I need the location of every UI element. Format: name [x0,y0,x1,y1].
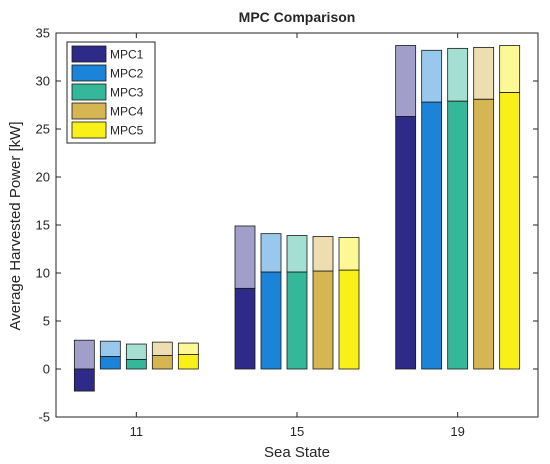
bar-solid-mpc5-11 [177,354,199,370]
bar-upper-mpc5-11 [177,342,199,355]
legend: MPC1 MPC2 MPC3 MPC4 MPC5 [66,41,156,144]
y-tick-label-30: 30 [36,74,50,89]
bar-solid-mpc3-15 [286,271,308,370]
x-tick-label-11: 11 [130,424,144,439]
bar-solid-mpc1-19 [395,116,417,370]
legend-swatch-mpc5 [71,121,107,139]
bars-layer [73,45,521,392]
y-axis-title: Average Harvested Power [kW] [7,122,24,331]
bar-upper-mpc4-19 [473,47,495,100]
chart-title: MPC Comparison [239,9,356,25]
y-tick-label--5: -5 [38,410,50,425]
plot-area-border [55,32,539,418]
bar-solid-mpc2-15 [260,271,282,370]
y-tick-label-35: 35 [36,26,50,41]
bar-upper-mpc3-19 [447,47,469,102]
bar-upper-mpc1-15 [234,225,256,289]
bar-upper-mpc3-11 [125,343,147,360]
bar-solid-mpc5-15 [338,269,360,370]
legend-label-mpc1: MPC1 [110,48,144,62]
bar-upper-mpc5-15 [338,237,360,271]
bar-upper-mpc1-19 [395,45,417,117]
bar-upper-mpc1-11 [73,339,95,370]
bar-solid-mpc5-19 [499,92,521,370]
bar-solid-mpc4-15 [312,270,334,370]
bar-upper-mpc2-19 [421,49,443,103]
bar-solid-mpc3-11 [125,358,147,370]
bar-solid-mpc1-11 [73,368,95,392]
x-axis-title: Sea State [264,444,330,461]
legend-swatch-mpc3 [71,83,107,101]
y-tick-label-0: 0 [43,362,50,377]
bar-solid-mpc2-19 [421,101,443,370]
bar-upper-mpc2-15 [260,233,282,273]
x-tick-label-19: 19 [450,424,464,439]
y-tick-label-5: 5 [43,314,50,329]
bar-solid-mpc4-19 [473,98,495,370]
bar-upper-mpc5-19 [499,45,521,93]
legend-label-mpc2: MPC2 [110,67,144,81]
ticks-layer: -5 0 5 10 15 20 25 30 35 11 15 19 [36,26,538,439]
bar-solid-mpc1-15 [234,287,256,370]
y-tick-label-25: 25 [36,122,50,137]
x-tick-label-15: 15 [290,424,304,439]
bar-solid-mpc3-19 [447,100,469,370]
y-tick-label-10: 10 [36,266,50,281]
bar-solid-mpc4-11 [151,355,173,370]
bar-upper-mpc2-11 [99,340,121,357]
bar-solid-mpc2-11 [99,356,121,370]
legend-swatch-mpc2 [71,64,107,82]
legend-swatch-mpc1 [71,45,107,63]
bar-upper-mpc3-15 [286,235,308,273]
legend-label-mpc4: MPC4 [110,105,144,119]
legend-label-mpc5: MPC5 [110,124,144,138]
y-tick-label-20: 20 [36,170,50,185]
legend-label-mpc3: MPC3 [110,86,144,100]
y-tick-label-15: 15 [36,218,50,233]
legend-swatch-mpc4 [71,102,107,120]
bar-upper-mpc4-11 [151,341,173,356]
bar-upper-mpc4-15 [312,236,334,272]
